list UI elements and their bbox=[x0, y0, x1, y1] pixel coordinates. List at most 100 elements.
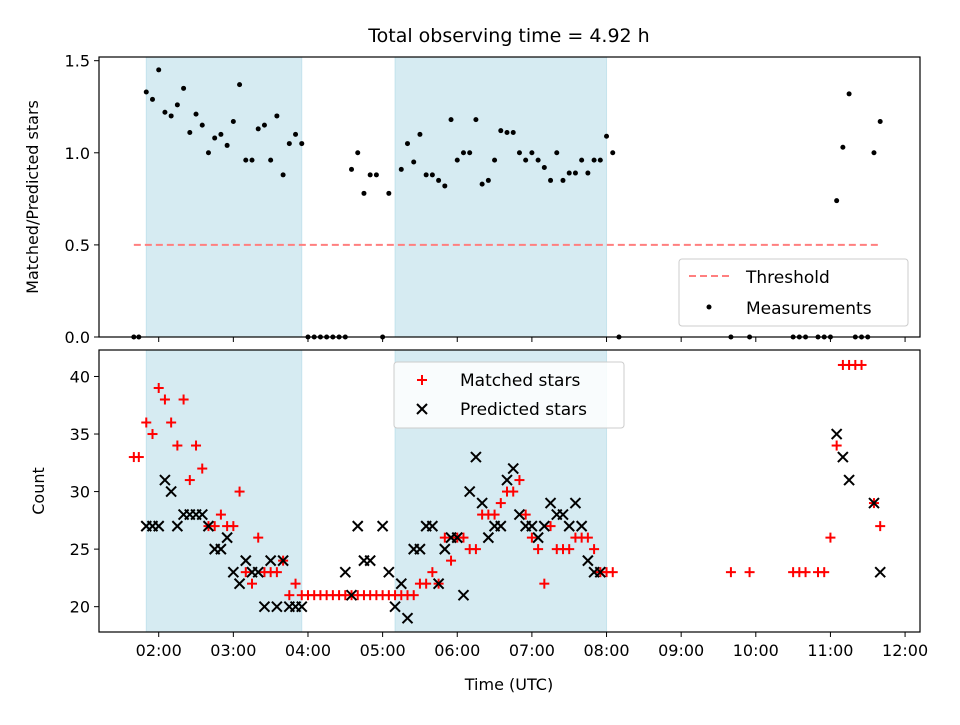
measurement-point bbox=[218, 131, 224, 137]
matched-star-point bbox=[589, 544, 600, 555]
measurement-point bbox=[871, 150, 877, 156]
measurement-point bbox=[423, 172, 429, 178]
matched-star-point bbox=[209, 521, 220, 532]
top-y-tick-label: 0.0 bbox=[65, 328, 90, 347]
predicted-star-point bbox=[233, 577, 246, 590]
measurement-point bbox=[460, 150, 466, 156]
measurement-point bbox=[237, 82, 243, 88]
measurement-point bbox=[454, 157, 460, 163]
matched-star-point bbox=[446, 555, 457, 566]
measurement-point bbox=[162, 109, 168, 115]
predicted-star-point bbox=[526, 520, 538, 532]
matched-star-point bbox=[159, 394, 170, 405]
x-tick-label: 08:00 bbox=[583, 641, 629, 660]
matched-star-point bbox=[564, 544, 575, 555]
matched-star-point bbox=[147, 429, 158, 440]
measurement-point bbox=[442, 183, 448, 189]
matched-star-point bbox=[427, 567, 438, 578]
measurement-point bbox=[834, 198, 840, 204]
matched-star-point bbox=[545, 521, 556, 532]
predicted-star-point bbox=[874, 566, 886, 578]
matched-star-point bbox=[582, 532, 593, 543]
measurement-point bbox=[386, 190, 392, 196]
measurement-point bbox=[541, 165, 547, 171]
bottom-axis-ticks: 02:00 03:00 04:00 05:00 06:00 07:00 08:00 09:00… bbox=[70, 367, 928, 660]
top-y-tick-label: 0.5 bbox=[65, 236, 90, 255]
predicted-star-point bbox=[470, 451, 482, 463]
observing-interval-band bbox=[145, 56, 303, 338]
predicted-star-point bbox=[457, 589, 470, 601]
measurement-point bbox=[398, 166, 404, 172]
predicted-star-point bbox=[352, 520, 364, 532]
bottom-y-tick-label: 25 bbox=[70, 540, 90, 559]
measurement-point bbox=[504, 130, 510, 136]
predicted-star-point bbox=[513, 508, 526, 521]
legend-matched-label: Matched stars bbox=[460, 371, 580, 391]
predicted-star-point bbox=[463, 485, 476, 498]
matched-star-point bbox=[172, 440, 183, 451]
bottom-y-axis-label: Count bbox=[29, 467, 48, 515]
predicted-star-point bbox=[476, 497, 488, 509]
measurement-point bbox=[492, 157, 498, 163]
predicted-star-point bbox=[296, 600, 308, 613]
measurement-point bbox=[261, 122, 267, 128]
predicted-star-point bbox=[383, 566, 395, 578]
matched-star-point bbox=[284, 590, 295, 601]
predicted-star-point bbox=[264, 554, 277, 567]
x-axis-label: Time (UTC) bbox=[464, 675, 553, 694]
chart-title: Total observing time = 4.92 h bbox=[367, 25, 649, 47]
top-y-tick-label: 1.5 bbox=[65, 52, 90, 71]
measurement-point bbox=[367, 172, 373, 178]
bottom-y-tick-label: 20 bbox=[70, 598, 90, 617]
measurement-point bbox=[560, 177, 566, 183]
x-tick-label: 09:00 bbox=[658, 641, 704, 660]
predicted-star-point bbox=[501, 474, 513, 486]
measurement-point bbox=[181, 85, 187, 91]
measurement-point bbox=[143, 89, 149, 95]
measurement-point bbox=[286, 141, 292, 147]
measurement-point bbox=[846, 91, 852, 97]
bottom-legend: Matched stars Predicted stars bbox=[393, 361, 625, 429]
x-tick-label: 02:00 bbox=[136, 641, 182, 660]
top-axes-frame bbox=[98, 56, 921, 338]
measurement-point bbox=[498, 128, 504, 134]
measurement-point bbox=[168, 113, 174, 119]
bottom-y-tick-label: 30 bbox=[70, 483, 90, 502]
legend-measurements-label: Measurements bbox=[746, 299, 872, 319]
matched-star-point bbox=[458, 532, 469, 543]
measurement-point bbox=[572, 170, 578, 176]
predicted-star-point bbox=[426, 520, 439, 532]
bottom-legend-box bbox=[393, 361, 625, 429]
matched-star-point bbox=[240, 567, 251, 578]
observing-intervals bbox=[145, 56, 608, 338]
measurement-point bbox=[436, 177, 442, 183]
measurement-point bbox=[523, 157, 529, 163]
matched-star-point bbox=[228, 521, 239, 532]
matched-star-point bbox=[800, 567, 811, 578]
matched-star-point bbox=[856, 359, 867, 370]
predicted-star-point bbox=[252, 566, 264, 578]
predicted-star-point bbox=[395, 577, 407, 590]
measurement-point bbox=[280, 172, 286, 178]
measurement-point bbox=[404, 141, 410, 147]
predicted-star-point bbox=[271, 600, 283, 613]
matched-star-point bbox=[489, 509, 500, 520]
matched-star-point bbox=[831, 440, 842, 451]
matched-star-point bbox=[875, 521, 886, 532]
legend-matched-swatch bbox=[417, 375, 427, 385]
measurement-point bbox=[417, 131, 423, 137]
matched-star-point bbox=[508, 486, 519, 497]
measurement-point bbox=[156, 67, 162, 73]
predicted-star-point bbox=[507, 462, 519, 475]
measurement-point bbox=[249, 157, 255, 163]
measurement-point bbox=[479, 181, 485, 187]
matched-star-point bbox=[526, 532, 537, 543]
predicted-star-point bbox=[868, 497, 880, 509]
measurement-point bbox=[840, 144, 846, 150]
predicted-star-point bbox=[196, 508, 208, 521]
predicted-star-point bbox=[532, 531, 544, 544]
matched-star-point bbox=[825, 532, 836, 543]
predicted-star-point bbox=[202, 520, 215, 532]
measurement-point bbox=[224, 142, 230, 148]
count-points bbox=[128, 359, 886, 624]
